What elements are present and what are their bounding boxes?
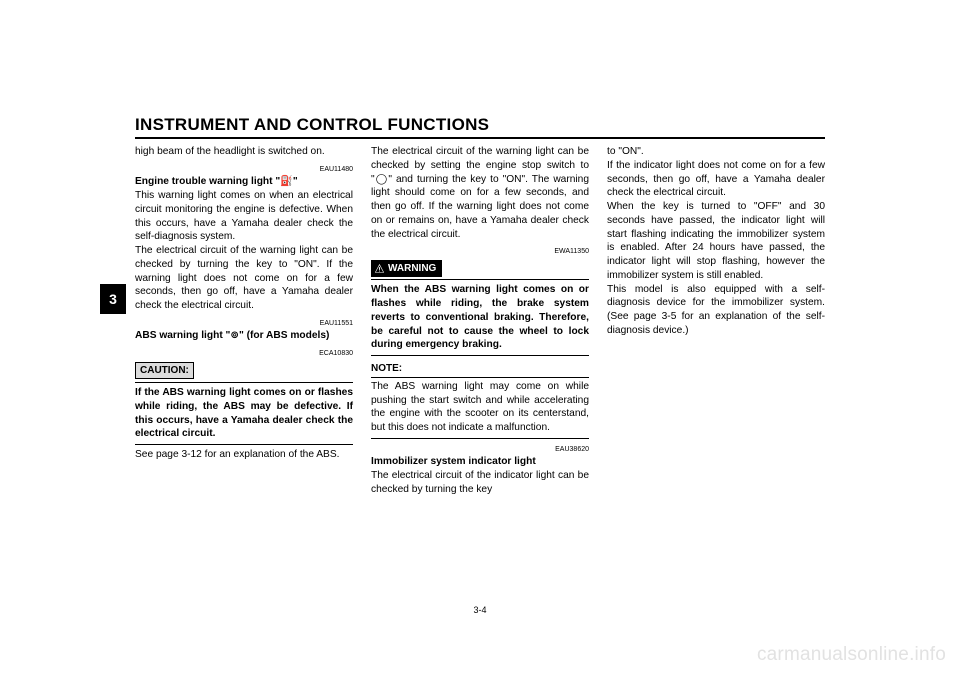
ref-code: EAU38620 xyxy=(371,445,589,454)
warning-text: When the ABS warning light comes on or f… xyxy=(371,283,589,352)
body-text: to "ON". xyxy=(607,145,825,159)
body-text: This warning light comes on when an elec… xyxy=(135,189,353,244)
stop-switch-icon: ◯ xyxy=(375,174,389,185)
heading-text: Engine trouble warning light " xyxy=(135,176,280,187)
body-text: If the indicator light does not come on … xyxy=(607,159,825,200)
divider xyxy=(371,377,589,378)
watermark: carmanualsonline.info xyxy=(757,644,946,666)
ref-code: ECA10830 xyxy=(135,349,353,358)
note-block: NOTE: The ABS warning light may come on … xyxy=(371,359,589,439)
warning-label: WARNING xyxy=(371,260,442,278)
section-tab: 3 xyxy=(100,284,126,314)
body-text: " and turning the key to "ON". The warni… xyxy=(371,174,589,240)
note-text: The ABS warning light may come on while … xyxy=(371,380,589,435)
page-number: 3-4 xyxy=(135,605,825,615)
manual-page: INSTRUMENT AND CONTROL FUNCTIONS high be… xyxy=(135,115,825,615)
body-text: When the key is turned to "OFF" and 30 s… xyxy=(607,200,825,283)
body-text: high beam of the headlight is switched o… xyxy=(135,145,353,159)
ref-code: EAU11551 xyxy=(135,319,353,328)
warning-triangle-icon xyxy=(374,263,385,274)
body-text: See page 3-12 for an explanation of the … xyxy=(135,448,353,462)
heading-text: " (for ABS models) xyxy=(239,330,329,341)
heading-engine-trouble: Engine trouble warning light "⛽" xyxy=(135,175,353,189)
caution-block: CAUTION: If the ABS warning light comes … xyxy=(135,360,353,446)
divider xyxy=(371,355,589,356)
abs-icon: ⊚ xyxy=(230,330,239,341)
divider xyxy=(371,279,589,280)
caution-text: If the ABS warning light comes on or fla… xyxy=(135,386,353,441)
ref-code: EAU11480 xyxy=(135,165,353,174)
body-text: This model is also equipped with a self-… xyxy=(607,283,825,338)
column-2: The electrical circuit of the warning li… xyxy=(371,145,589,497)
column-3: to "ON". If the indicator light does not… xyxy=(607,145,825,497)
page-title: INSTRUMENT AND CONTROL FUNCTIONS xyxy=(135,115,825,139)
heading-abs-warning: ABS warning light "⊚" (for ABS models) xyxy=(135,329,353,343)
ref-code: EWA11350 xyxy=(371,247,589,256)
page-columns: high beam of the headlight is switched o… xyxy=(135,145,825,497)
note-label: NOTE: xyxy=(371,362,402,376)
warning-block: WARNING xyxy=(371,260,589,278)
divider xyxy=(371,438,589,439)
heading-immobilizer: Immobilizer system indicator light xyxy=(371,455,589,469)
heading-text: ABS warning light " xyxy=(135,330,230,341)
body-text: The electrical circuit of the warning li… xyxy=(371,145,589,241)
column-1: high beam of the headlight is switched o… xyxy=(135,145,353,497)
warning-label-text: WARNING xyxy=(388,262,436,276)
heading-text: " xyxy=(293,176,298,187)
caution-label: CAUTION: xyxy=(135,362,194,380)
engine-icon: ⛽ xyxy=(280,176,293,187)
divider xyxy=(135,382,353,383)
body-text: The electrical circuit of the indicator … xyxy=(371,469,589,497)
divider xyxy=(135,444,353,445)
body-text: The electrical circuit of the warning li… xyxy=(135,244,353,313)
